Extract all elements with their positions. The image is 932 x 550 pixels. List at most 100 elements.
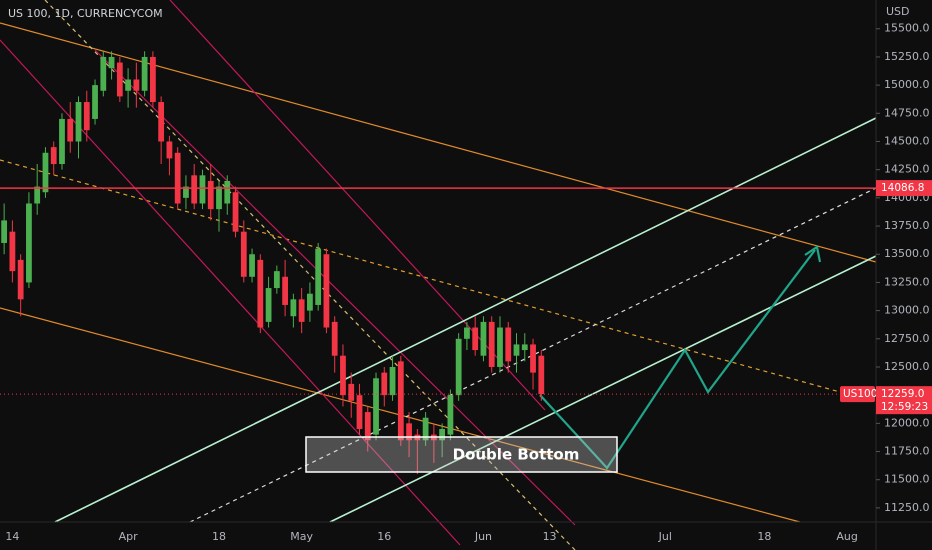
candle-body [240, 231, 247, 277]
candle-body [1, 220, 8, 243]
candle-body [497, 327, 503, 367]
arrow-head [804, 245, 822, 263]
candle-body [298, 299, 305, 322]
candle-body [381, 372, 388, 396]
candle-body [455, 338, 462, 396]
candle-body [397, 361, 404, 441]
candle-body [249, 254, 255, 277]
candle-body [389, 366, 396, 396]
level-label: 14086.8 [881, 182, 924, 194]
candle-body [315, 248, 322, 305]
candle-body [323, 254, 330, 328]
x-tick-label: Aug [836, 530, 857, 543]
candle-body [530, 344, 536, 373]
level-tag [876, 180, 932, 197]
symbol-tag [840, 386, 875, 403]
candle-body [141, 56, 148, 91]
candle-body [464, 327, 470, 339]
candle-body [75, 102, 82, 142]
candle-body [282, 276, 289, 305]
countdown-label: 12:59:23 [881, 401, 928, 413]
y-tick-label: 14750.0 [884, 106, 930, 119]
y-tick-label: 11750.0 [884, 445, 930, 458]
candle-body [331, 321, 338, 356]
candle-body [166, 141, 173, 159]
candle-body [158, 102, 165, 142]
candle-body [513, 344, 520, 356]
y-tick-label: 13500.0 [884, 247, 930, 260]
x-tick-label: 16 [377, 530, 391, 543]
y-tick-label: 15000.0 [884, 78, 930, 91]
candle-body [290, 299, 297, 317]
candle-body [439, 428, 446, 441]
x-tick-label: 18 [212, 530, 226, 543]
candle-body [216, 186, 222, 210]
candle-body [505, 327, 512, 362]
candle-body [257, 259, 264, 328]
trend-line [94, 49, 576, 526]
y-tick-label: 12500.0 [884, 360, 930, 373]
price-label: 12259.0 [881, 388, 924, 400]
y-tick-label: 14500.0 [884, 134, 930, 147]
x-tick-label: Apr [119, 530, 139, 543]
y-tick-label: 11250.0 [884, 501, 930, 514]
x-tick-label: 14 [5, 530, 19, 543]
candle-body [422, 417, 429, 441]
candle-body [348, 383, 355, 401]
candle-body [447, 395, 454, 435]
candle-body [42, 152, 49, 193]
candle-body [116, 62, 123, 97]
candle-body [133, 79, 140, 91]
y-tick-label: 12750.0 [884, 332, 930, 345]
candle-body [232, 192, 239, 232]
y-tick-label: 13000.0 [884, 304, 930, 317]
y-tick-label: 12000.0 [884, 416, 930, 429]
candle-body [364, 412, 371, 441]
y-tick-label: 13250.0 [884, 275, 930, 288]
symbol-label: US100 [843, 388, 877, 400]
candle-body [538, 355, 545, 395]
y-tick-label: 14250.0 [884, 163, 930, 176]
candle-body [521, 344, 528, 351]
channel-line [54, 117, 877, 523]
candle-body [480, 321, 487, 356]
candle-body [9, 231, 16, 272]
candle-body [83, 102, 90, 131]
y-tick-label: 15500.0 [884, 22, 930, 35]
candle-body [34, 186, 41, 204]
x-tick-label: 13 [543, 530, 557, 543]
channel-line [329, 255, 877, 523]
candle-body [265, 288, 272, 322]
candle-body [373, 378, 379, 435]
candle-body [174, 152, 181, 204]
candle-body [183, 186, 189, 198]
channel-line [189, 187, 877, 523]
candle-body [100, 56, 107, 91]
candle-body [26, 203, 32, 283]
chart-title: US 100, 1D, CURRENCYCOM [8, 7, 163, 20]
x-tick-label: 18 [757, 530, 771, 543]
candle-body [50, 147, 57, 165]
candle-body [340, 355, 346, 396]
trend-line [0, 159, 841, 393]
candle-body [472, 327, 479, 351]
y-tick-label: 13750.0 [884, 219, 930, 232]
candle-body [224, 180, 231, 204]
candle-body [207, 180, 214, 210]
candle-body [273, 271, 280, 289]
candle-body [92, 85, 98, 119]
candle-body [199, 175, 206, 204]
y-tick-label: 15250.0 [884, 50, 930, 63]
candle-body [108, 56, 115, 69]
annotation: Double Bottom [453, 446, 580, 464]
candle-body [149, 56, 156, 103]
candle-body [307, 293, 313, 311]
y-axis-label: USD [886, 5, 910, 18]
candle-body [356, 395, 363, 429]
candle-body [17, 259, 24, 300]
candle-body [191, 175, 198, 204]
price-tag [876, 386, 932, 415]
x-tick-label: Jul [658, 530, 672, 543]
candle-body [59, 118, 65, 165]
